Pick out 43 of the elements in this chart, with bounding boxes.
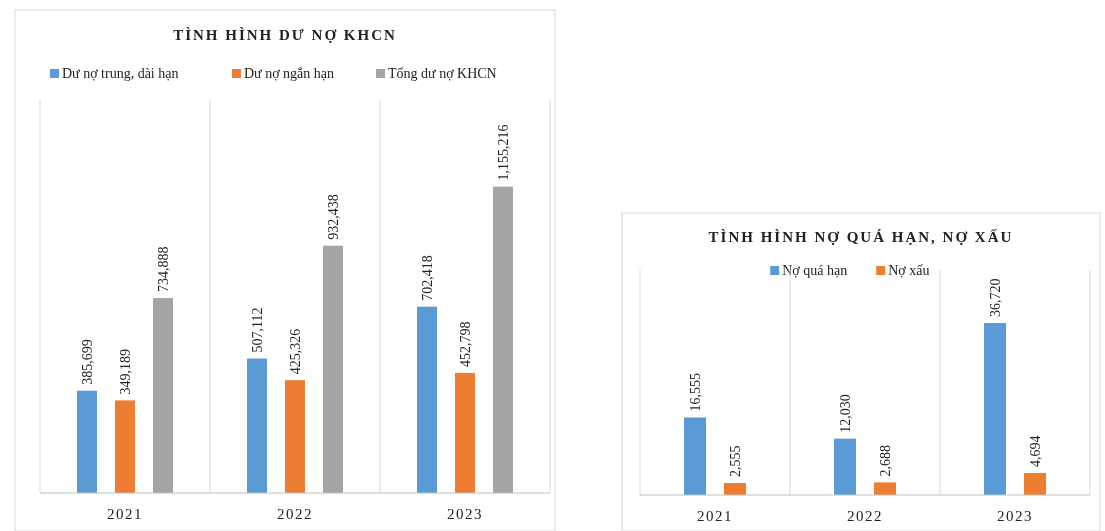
legend-label: Dư nợ ngắn hạn xyxy=(244,66,335,81)
data-label: 12,030 xyxy=(838,394,853,433)
bar xyxy=(455,372,475,493)
bar xyxy=(724,483,746,495)
data-label: 16,555 xyxy=(688,372,703,412)
bar xyxy=(874,482,896,495)
legend-label: Nợ xấu xyxy=(888,263,930,278)
bar xyxy=(115,400,135,493)
data-label: 2,688 xyxy=(878,444,893,477)
data-label: 4,694 xyxy=(1028,435,1043,468)
bar xyxy=(247,358,267,493)
chart-title: TÌNH HÌNH NỢ QUÁ HẠN, NỢ XẤU xyxy=(708,229,1014,245)
bar xyxy=(684,417,706,495)
bar xyxy=(285,380,305,493)
data-label: 702,418 xyxy=(420,255,435,301)
x-tick-label: 2023 xyxy=(997,508,1033,524)
legend-label: Nợ quá hạn xyxy=(782,263,848,278)
data-label: 932,438 xyxy=(326,194,341,240)
bar xyxy=(323,245,343,493)
bar xyxy=(984,323,1006,495)
data-label: 36,720 xyxy=(988,278,1003,317)
data-label: 425,326 xyxy=(288,328,303,375)
chart-title: TÌNH HÌNH DƯ NỢ KHCN xyxy=(173,27,397,43)
data-label: 452,798 xyxy=(458,321,473,367)
data-label: 385,699 xyxy=(80,339,95,385)
bar xyxy=(1024,473,1046,495)
data-label: 1,155,216 xyxy=(496,124,511,181)
x-tick-label: 2023 xyxy=(447,506,483,522)
bar xyxy=(77,390,97,493)
data-label: 349,189 xyxy=(118,348,133,395)
x-tick-label: 2022 xyxy=(277,506,313,522)
x-tick-label: 2021 xyxy=(107,506,143,522)
bar xyxy=(417,306,437,493)
x-tick-label: 2022 xyxy=(847,508,883,524)
data-label: 734,888 xyxy=(156,246,171,293)
legend-label: Dư nợ trung, dài hạn xyxy=(62,66,179,81)
data-label: 2,555 xyxy=(728,445,743,478)
x-tick-label: 2021 xyxy=(697,508,733,524)
bar xyxy=(493,186,513,493)
bar xyxy=(153,298,173,493)
legend-label: Tổng dư nợ KHCN xyxy=(388,66,497,81)
data-label: 507,112 xyxy=(250,307,265,353)
bar xyxy=(834,438,856,495)
